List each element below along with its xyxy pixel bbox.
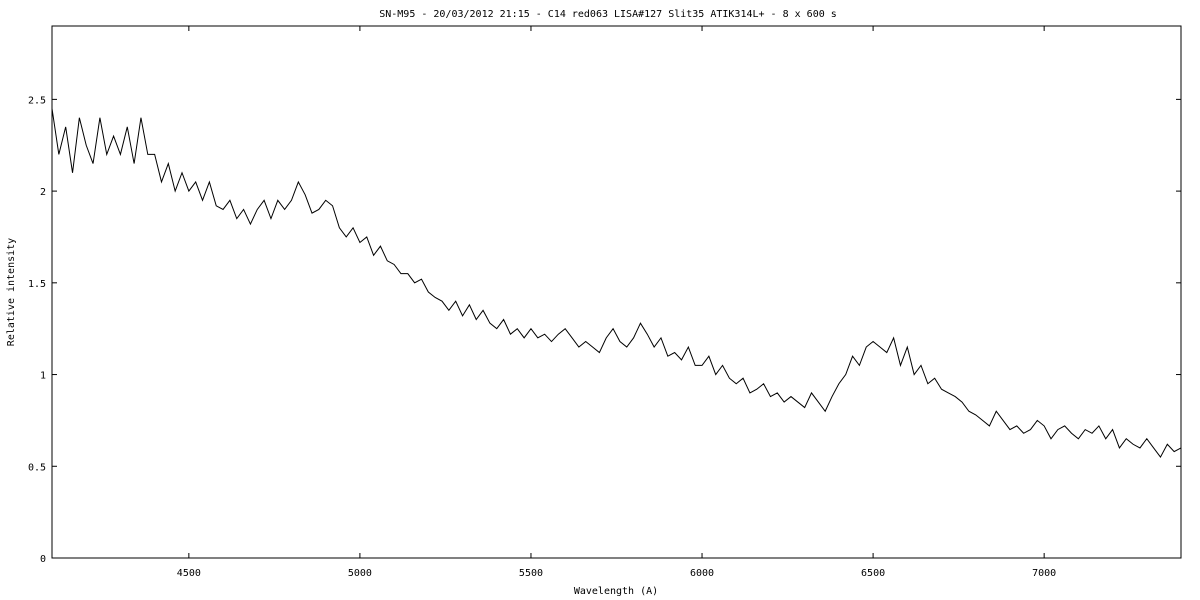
x-tick-label: 6000 [690,568,714,579]
spectrum-line [51,108,1182,459]
y-tick-label: 2 [40,187,46,198]
x-tick-label: 7000 [1032,568,1056,579]
x-tick-label: 5500 [519,568,543,579]
x-axis-label: Wavelength (A) [574,586,658,597]
chart-title: SN-M95 - 20/03/2012 21:15 - C14 red063 L… [379,9,837,20]
y-axis: 0 0.5 1 1.5 2 2.5 [28,95,1181,565]
y-tick-label: 2.5 [28,95,46,106]
y-axis-label: Relative intensity [6,238,17,346]
x-tick-label: 5000 [348,568,372,579]
x-tick-label: 6500 [861,568,885,579]
x-axis: 4500 5000 5500 6000 6500 7000 [177,26,1056,579]
y-tick-label: 1.5 [28,279,46,290]
x-tick-label: 4500 [177,568,201,579]
plot-frame [51,25,1182,559]
y-tick-label: 0 [40,554,46,565]
y-tick-label: 1 [40,371,46,382]
y-tick-label: 0.5 [28,462,46,473]
